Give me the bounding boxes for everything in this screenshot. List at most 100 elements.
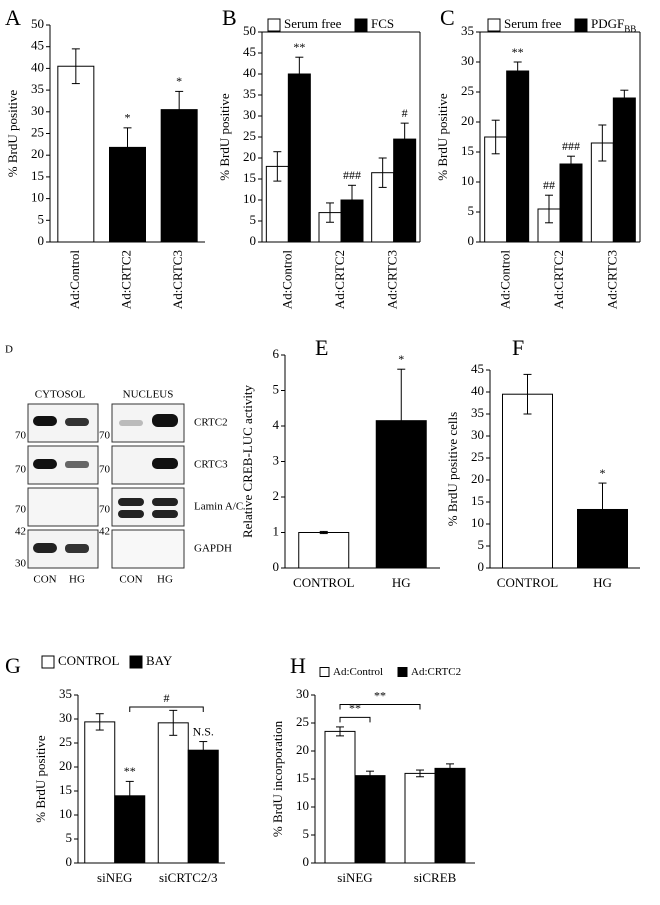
x-tick-label: HG [593,575,612,590]
significance-mark: ## [543,178,555,192]
y-tick-label: 35 [461,23,474,38]
bar [612,97,636,243]
x-tick-label: Ad:CRTC3 [385,250,400,309]
y-tick-label: 5 [303,826,310,841]
column-label: NUCLEUS [123,389,174,401]
y-tick-label: 20 [471,471,484,486]
lane-label: HG [69,574,85,586]
row-label: CRTC2 [194,417,228,429]
legend-name: Serum free [284,16,342,31]
lane-label: CON [119,574,142,586]
y-tick-label: 1 [273,523,280,538]
bar [559,163,583,243]
bracket [339,704,421,710]
x-tick-label: Ad:Control [498,250,513,310]
bar [502,393,553,569]
y-tick-label: 30 [59,710,72,725]
bar [57,65,95,243]
band [33,459,57,469]
y-tick-label: 0 [468,233,475,248]
y-tick-label: 20 [296,742,309,757]
y-tick-label: 15 [59,782,72,797]
y-tick-label: 30 [461,53,474,68]
y-tick-label: 35 [59,686,72,701]
significance-mark: * [176,74,182,88]
bar [324,730,356,864]
x-tick-label: siNEG [337,870,372,885]
y-tick-label: 5 [250,212,257,227]
y-tick-label: 15 [31,168,44,183]
legend-swatch [574,18,588,32]
y-tick-label: 35 [31,81,44,96]
significance-mark: ** [512,45,524,59]
significance-mark: ** [293,40,305,54]
y-tick-label: 30 [296,686,309,701]
y-tick-label: 25 [471,449,484,464]
lane-label: HG [157,574,173,586]
y-tick-label: 30 [31,103,44,118]
y-tick-label: 4 [273,417,280,432]
y-tick-label: 20 [59,758,72,773]
x-tick-label: Ad:Control [279,250,294,310]
y-tick-label: 5 [478,537,485,552]
y-tick-label: 40 [243,65,256,80]
band [65,544,89,553]
blot-box [111,529,185,569]
bar [187,749,219,864]
y-tick-label: 45 [471,361,484,376]
y-axis-title: % BrdU incorporation [270,720,285,837]
legend-name: Ad:CRTC2 [411,666,461,678]
significance-mark: # [402,106,408,120]
y-tick-label: 5 [38,211,45,226]
legend-swatch [129,655,143,669]
legend-swatch [487,18,501,32]
legend-name: FCS [371,16,394,31]
marker: 70 [99,464,111,476]
x-tick-label: Ad:CRTC2 [118,250,133,309]
legend-subscript: BB [624,24,636,34]
y-tick-label: 15 [243,170,256,185]
significance-mark: * [600,466,606,480]
legend-label: Serum free [504,16,562,31]
panel-label: D [5,344,13,356]
significance-mark: N.S. [193,724,214,738]
bar [298,532,350,569]
bracket-label: ** [374,688,386,702]
y-tick-label: 15 [471,493,484,508]
y-tick-label: 35 [471,405,484,420]
y-tick-label: 30 [471,427,484,442]
y-tick-label: 45 [31,38,44,53]
column-label: CYTOSOL [35,389,86,401]
y-tick-label: 0 [66,854,73,869]
bracket [129,706,204,712]
bar [157,722,189,864]
panel-label: H [290,653,306,678]
marker: 70 [99,430,111,442]
blot-box [111,487,185,527]
legend-label: Ad:Control [333,666,383,678]
y-axis-title: % BrdU positive [435,93,450,181]
band [152,498,178,506]
panel-label: C [440,5,455,30]
significance-mark: * [125,111,131,125]
legend-swatch [319,667,330,677]
y-axis-title: % BrdU positive [217,93,232,181]
y-tick-label: 25 [31,124,44,139]
x-tick-label: CONTROL [497,575,558,590]
y-tick-label: 35 [243,86,256,101]
y-tick-label: 0 [478,559,485,574]
row-label: GAPDH [194,543,232,555]
bracket [339,716,371,723]
legend-swatch [267,18,281,32]
y-tick-label: 50 [31,16,44,31]
y-tick-label: 25 [59,734,72,749]
y-axis-title: % BrdU positive [5,90,20,178]
band [152,458,178,469]
y-tick-label: 0 [303,854,310,869]
significance-mark: ### [343,168,361,182]
legend-name: Serum free [504,16,562,31]
y-tick-label: 0 [273,559,280,574]
band [118,510,144,518]
marker: 70 [15,430,27,442]
